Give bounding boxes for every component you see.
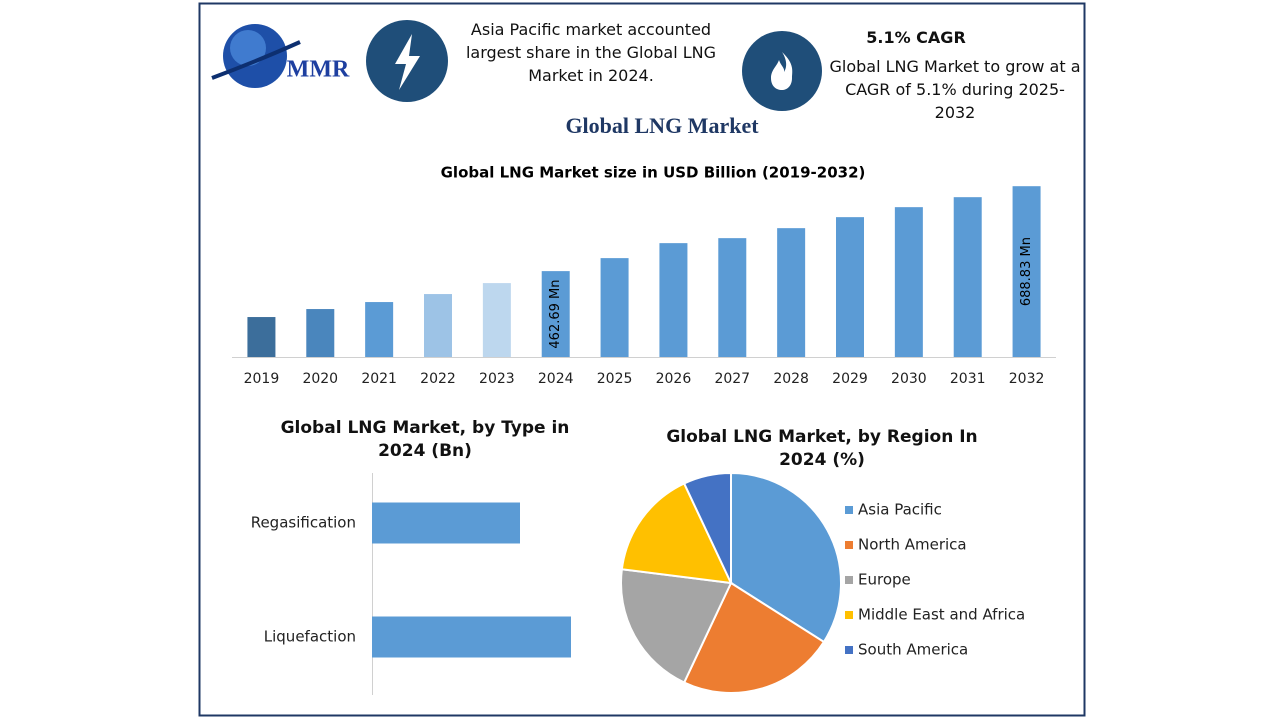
left-note: Asia Pacific market accounted largest sh… xyxy=(465,20,717,85)
legend-label: Middle East and Africa xyxy=(858,606,1025,624)
x-tick-label: 2032 xyxy=(1009,371,1045,387)
bar xyxy=(247,317,276,357)
bar xyxy=(1012,186,1041,357)
pie-slice xyxy=(682,471,732,584)
legend-label: North America xyxy=(858,536,967,554)
main-title: Global LNG Market xyxy=(565,113,759,138)
x-tick-label: 2022 xyxy=(420,371,456,387)
x-tick-label: 2020 xyxy=(302,371,338,387)
x-tick-label: 2025 xyxy=(597,371,633,387)
legend-label: South America xyxy=(858,641,968,659)
x-tick-label: 2029 xyxy=(832,371,868,387)
bar xyxy=(424,294,452,357)
bar xyxy=(836,217,864,357)
chart-title: Global LNG Market, by Region In 2024 (%) xyxy=(666,427,978,470)
legend-swatch xyxy=(845,576,853,584)
bar xyxy=(306,309,335,357)
chart-title: Global LNG Market, by Type in 2024 (Bn) xyxy=(280,418,570,461)
legend-swatch xyxy=(845,541,853,549)
bar xyxy=(718,238,747,357)
y-tick-label: Regasification xyxy=(251,514,356,532)
legend-swatch xyxy=(845,611,853,619)
pie-slice xyxy=(620,482,733,585)
pie-slice xyxy=(620,568,733,684)
bar xyxy=(600,258,629,357)
bar xyxy=(365,302,394,357)
x-tick-label: 2027 xyxy=(714,371,750,387)
bar xyxy=(482,283,511,357)
bolt-icon xyxy=(366,20,448,102)
bar xyxy=(777,228,806,357)
x-tick-label: 2031 xyxy=(950,371,986,387)
x-tick-label: 2021 xyxy=(361,371,397,387)
legend-label: Europe xyxy=(858,571,911,589)
legend-swatch xyxy=(845,646,853,654)
x-tick-label: 2019 xyxy=(244,371,280,387)
x-tick-label: 2026 xyxy=(656,371,692,387)
frame xyxy=(198,2,1086,717)
bar xyxy=(953,197,982,357)
value-label: 462.69 Mn xyxy=(548,280,563,349)
legend-label: Asia Pacific xyxy=(858,501,942,519)
bar xyxy=(372,502,520,544)
value-label: 688.83 Mn xyxy=(1019,237,1034,306)
x-tick-label: 2023 xyxy=(479,371,515,387)
bar xyxy=(372,616,571,658)
bar xyxy=(541,271,570,357)
x-tick-label: 2024 xyxy=(538,371,574,387)
right-note: Global LNG Market to grow at a CAGR of 5… xyxy=(829,57,1081,122)
bar xyxy=(659,243,688,357)
flame-icon xyxy=(742,31,822,111)
right-heading: 5.1% CAGR xyxy=(866,28,966,47)
x-tick-label: 2030 xyxy=(891,371,927,387)
logo-text: MMR xyxy=(287,57,350,83)
y-tick-label: Liquefaction xyxy=(264,628,356,646)
logo: MMR xyxy=(211,24,350,88)
bar xyxy=(894,207,923,357)
legend-swatch xyxy=(845,506,853,514)
x-tick-label: 2028 xyxy=(773,371,809,387)
chart-title: Global LNG Market size in USD Billion (2… xyxy=(441,164,866,182)
